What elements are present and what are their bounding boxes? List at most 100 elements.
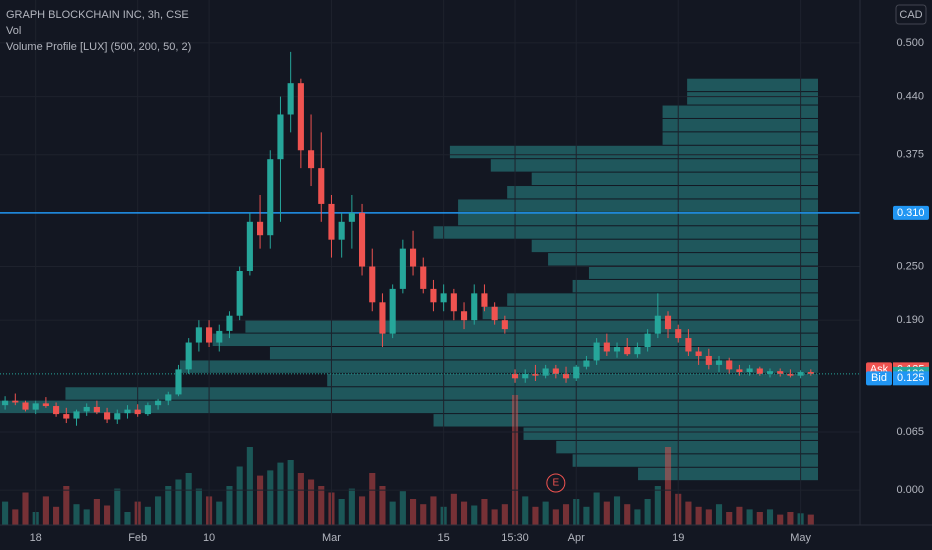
volume-bar: [83, 509, 90, 525]
candle-body: [675, 329, 682, 339]
volume-bar: [399, 491, 406, 525]
candle-body: [501, 320, 508, 330]
candle-body: [522, 373, 529, 379]
profile-bar: [523, 427, 818, 440]
volume-bar: [664, 447, 672, 525]
candle-body: [715, 360, 723, 365]
volume-bar: [165, 486, 172, 525]
volume-bar: [379, 486, 386, 525]
candle-body: [12, 400, 19, 403]
volume-bar: [267, 470, 274, 525]
volume-bar: [124, 512, 131, 525]
profile-bar: [662, 118, 818, 132]
candle-body: [481, 293, 488, 307]
volume-bar: [308, 479, 315, 525]
volume-bar: [12, 509, 19, 525]
candle-body: [399, 248, 406, 289]
candle-body: [430, 288, 437, 303]
y-tick-label: 0.065: [896, 426, 924, 438]
indicator-label: Vol: [6, 25, 21, 37]
candle-body: [491, 306, 498, 321]
volume-bar: [236, 466, 243, 525]
candle-body: [42, 403, 49, 407]
profile-bar: [245, 320, 818, 333]
profile-bar: [179, 360, 818, 373]
volume-bar: [777, 514, 784, 525]
volume-bar: [644, 499, 651, 525]
volume-bar: [226, 486, 233, 525]
volume-bar: [358, 496, 366, 525]
candle-body: [22, 402, 29, 410]
volume-bar: [185, 473, 192, 525]
profile-bar: [662, 132, 818, 145]
volume-bar: [562, 504, 570, 525]
candle-body: [165, 394, 172, 401]
candle-body: [552, 368, 559, 374]
candle-body: [358, 212, 366, 267]
volume-bar: [695, 506, 702, 525]
volume-bar: [246, 447, 253, 525]
volume-bar: [766, 509, 774, 525]
y-tick-label: 0.375: [896, 149, 924, 161]
volume-bar: [287, 460, 294, 525]
profile-bar: [531, 172, 818, 186]
volume-bar: [603, 501, 610, 525]
price-tag-label: 0.125: [897, 372, 925, 384]
volume-bar: [389, 501, 396, 525]
candle-body: [277, 114, 284, 160]
volume-bar: [348, 488, 355, 525]
candle-body: [756, 368, 763, 374]
candle-body: [562, 373, 570, 379]
candle-body: [695, 351, 702, 356]
profile-bar: [588, 266, 818, 279]
candle-body: [613, 347, 621, 352]
candle-body: [369, 266, 376, 303]
candle-body: [195, 327, 202, 343]
candle-body: [654, 315, 661, 334]
candle-body: [155, 400, 162, 406]
quote-name-box: [866, 371, 892, 386]
volume-bar: [175, 479, 182, 525]
x-tick-label: May: [790, 532, 811, 544]
volume-bar: [471, 505, 478, 525]
candle-body: [73, 411, 80, 419]
volume-bar: [144, 506, 151, 525]
profile-bar: [662, 105, 818, 118]
profile-bar: [0, 400, 818, 414]
candle-body: [134, 409, 141, 415]
profile-bar: [482, 306, 818, 320]
x-tick-label: Mar: [322, 532, 341, 544]
profile-bar: [638, 467, 818, 481]
volume-bar: [195, 488, 202, 525]
candle-body: [634, 347, 641, 355]
candle-body: [440, 293, 447, 303]
candle-body: [63, 414, 70, 419]
candle-body: [246, 221, 253, 271]
candle-body: [705, 355, 712, 365]
profile-bar: [556, 440, 818, 454]
volume-bar: [624, 504, 631, 525]
price-tag: [893, 205, 929, 220]
profile-bar: [572, 454, 818, 467]
candle-body: [348, 212, 355, 222]
candle-body: [93, 406, 100, 413]
volume-bar: [450, 493, 457, 525]
profile-bar: [531, 239, 818, 253]
volume-bar: [501, 504, 508, 525]
candle-body: [328, 203, 335, 240]
currency[interactable]: CAD: [899, 9, 922, 21]
x-tick-label: Feb: [128, 532, 147, 544]
volume-bar: [583, 506, 590, 525]
volume-bar: [155, 496, 162, 525]
volume-bar: [593, 492, 600, 525]
candle-body: [787, 373, 794, 376]
volume-bar: [736, 506, 743, 525]
candle-body: [726, 360, 733, 370]
currency-box[interactable]: [895, 4, 927, 25]
x-tick-label: 18: [30, 532, 42, 544]
volume-bar: [409, 499, 417, 525]
volume-bar: [369, 473, 376, 525]
candle-body: [236, 270, 243, 316]
volume-bar: [715, 504, 723, 525]
